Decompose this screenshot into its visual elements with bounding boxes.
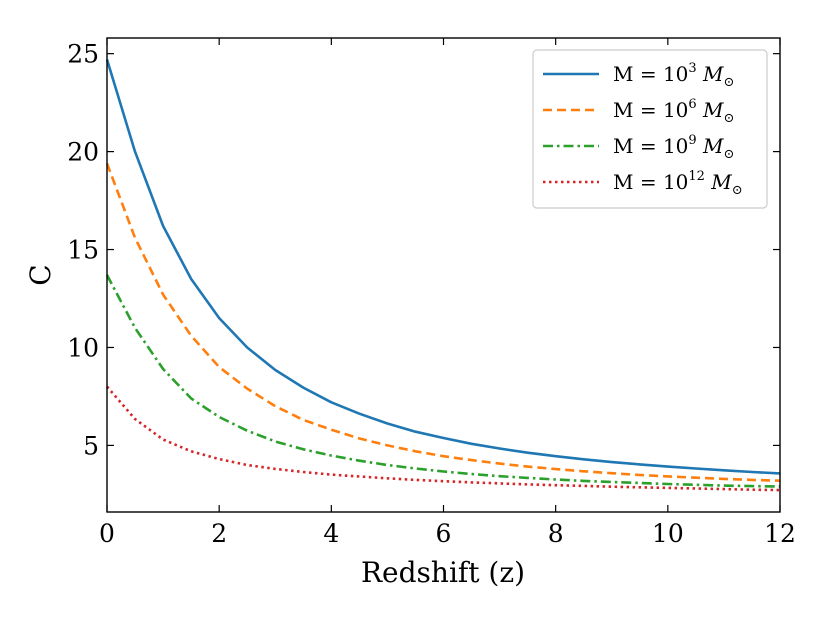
legend: M = 103 M⊙ M = 106 M⊙ M = 109 M⊙ M = 1012 M… — [532, 49, 768, 209]
tick-layer: 0 2 4 6 8 10 12 5 10 15 20 25 — [67, 38, 796, 548]
legend-label: M = 106 M⊙ — [613, 97, 734, 126]
x-tick-label: 8 — [548, 519, 564, 548]
x-tick-label: 6 — [436, 519, 452, 548]
series-line-1 — [105, 59, 781, 475]
x-axis-label: Redshift (z) — [361, 556, 525, 589]
legend-label: M = 103 M⊙ — [613, 61, 734, 90]
x-tick-label: 0 — [99, 519, 115, 548]
y-tick-label: 10 — [67, 333, 99, 362]
y-tick-label: 15 — [67, 236, 99, 265]
legend-label: M = 1012 M⊙ — [613, 169, 743, 198]
y-tick-label: 5 — [83, 431, 99, 460]
y-tick-label: 20 — [67, 138, 99, 167]
y-axis-label: C — [24, 264, 57, 285]
series-layer — [105, 59, 781, 492]
legend-box — [532, 49, 768, 209]
series-line-2 — [105, 162, 781, 482]
legend-label: M = 109 M⊙ — [613, 133, 734, 162]
x-tick-label: 10 — [652, 519, 684, 548]
x-tick-label: 12 — [764, 519, 796, 548]
plot-frame — [106, 37, 781, 513]
series-line-3 — [105, 274, 781, 488]
x-tick-label: 4 — [323, 519, 339, 548]
x-tick-label: 2 — [211, 519, 227, 548]
y-tick-label: 25 — [67, 40, 99, 69]
